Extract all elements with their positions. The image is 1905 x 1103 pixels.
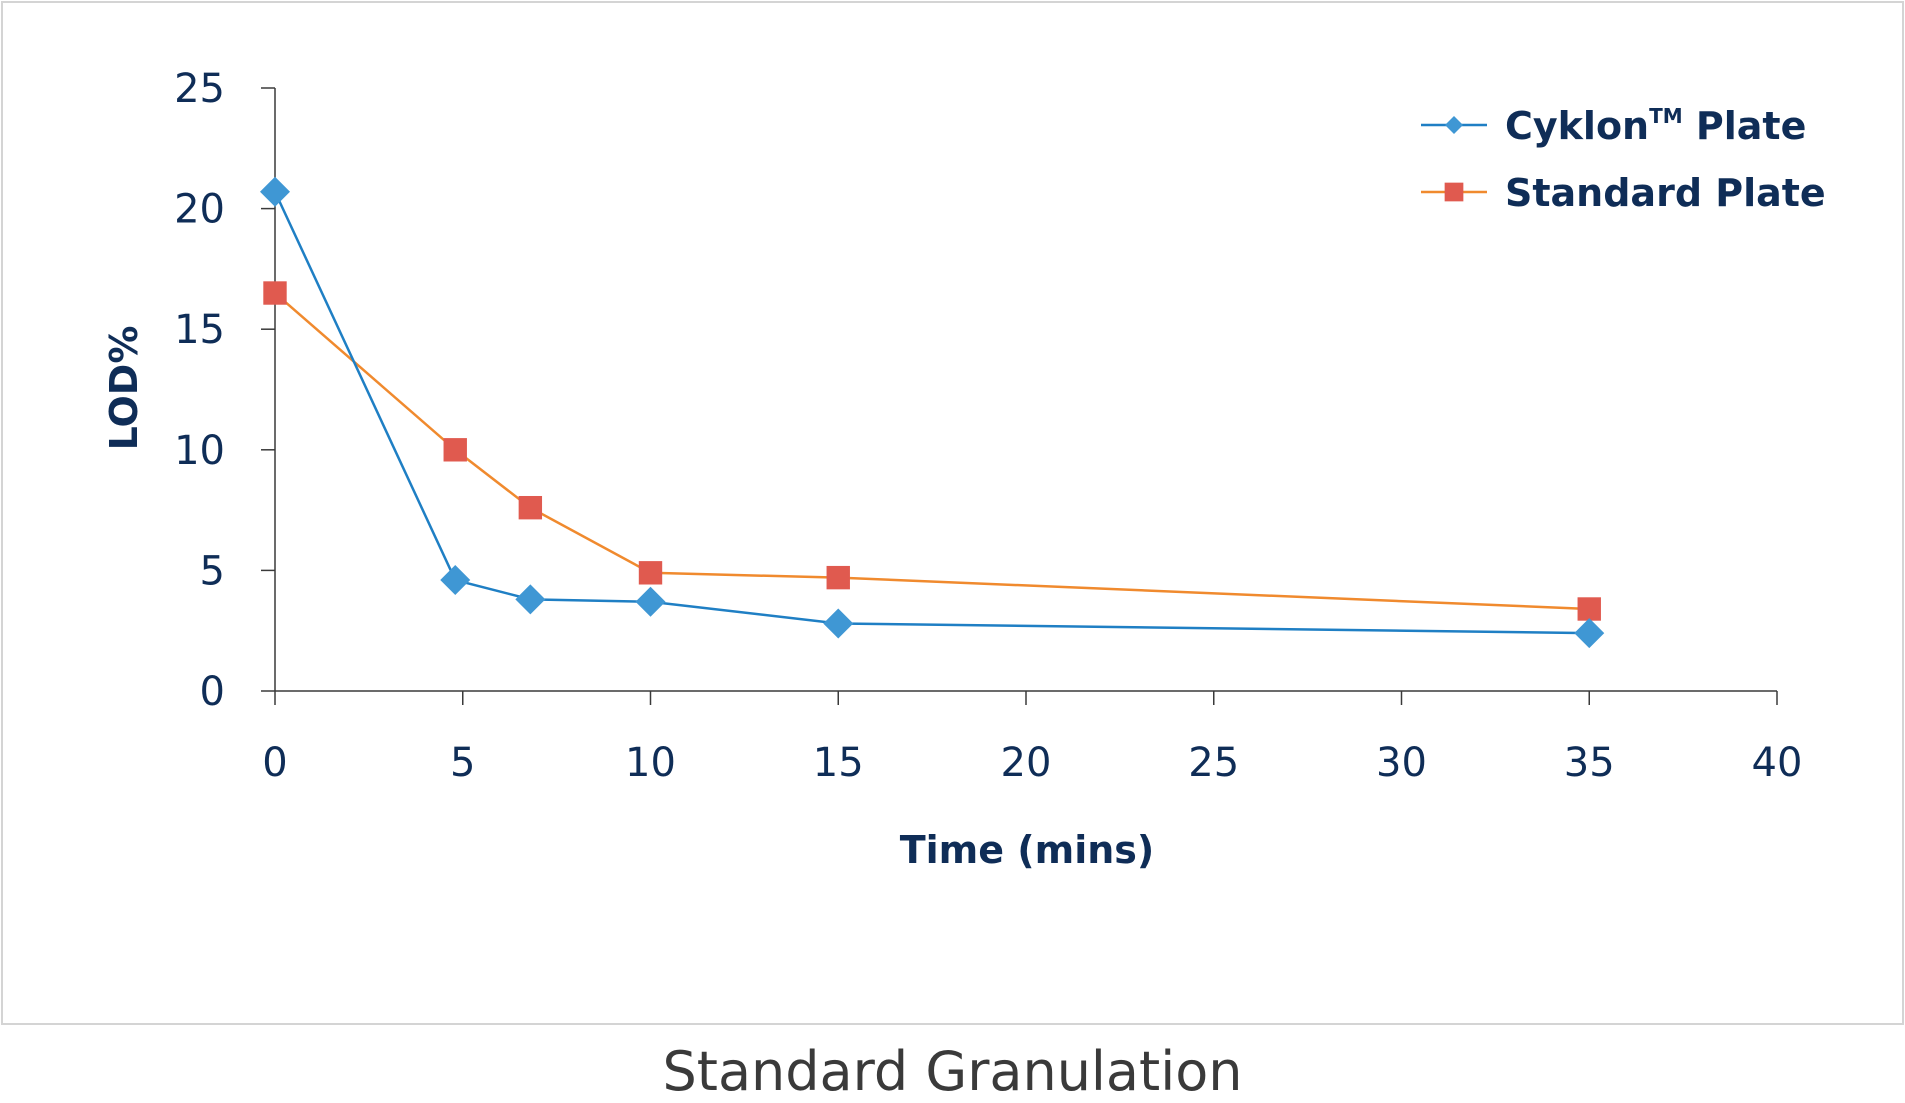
- data-point: [443, 438, 467, 462]
- chart-caption: Standard Granulation: [662, 1040, 1243, 1103]
- x-tick-label: 10: [625, 740, 676, 786]
- x-tick-label: 5: [450, 740, 475, 786]
- x-tick-label: 15: [813, 740, 864, 786]
- data-point: [826, 565, 850, 590]
- series-layer: [260, 176, 1605, 649]
- series-line: [273, 191, 1590, 635]
- y-tick-label: 15: [174, 307, 225, 353]
- y-tick-label: 10: [174, 428, 225, 474]
- series-1: [263, 281, 1601, 621]
- data-point: [518, 495, 543, 520]
- data-point: [1574, 618, 1605, 649]
- axes: 0 5 10 15 20 25 0 5 10 15 20 25 30 35 40: [174, 66, 1802, 786]
- y-axis-title: LOD%: [102, 326, 146, 451]
- legend-item-1: Standard Plate: [1421, 171, 1826, 215]
- legend-label: CyklonTM Plate: [1505, 104, 1806, 148]
- data-point: [638, 561, 663, 585]
- data-point: [263, 281, 287, 305]
- legend-marker: [1444, 182, 1464, 202]
- data-point: [635, 586, 666, 617]
- data-point: [515, 584, 546, 615]
- x-axis-title: Time (mins): [900, 828, 1155, 872]
- x-tick-label: 40: [1752, 740, 1803, 786]
- data-point: [823, 608, 854, 639]
- line-chart: 0 5 10 15 20 25 0 5 10 15 20 25 30 35 40 CyklonTM Plat…: [102, 66, 1826, 872]
- series-0: [260, 176, 1605, 649]
- y-tick-label: 25: [174, 66, 225, 112]
- x-tick-label: 20: [1001, 740, 1052, 786]
- legend: CyklonTM Plate Standard Plate: [1421, 104, 1826, 215]
- data-point: [440, 565, 471, 596]
- y-tick-label: 0: [200, 669, 225, 715]
- y-tick-label: 5: [200, 548, 225, 594]
- x-tick-label: 0: [262, 740, 287, 786]
- legend-label-name: Cyklon: [1505, 104, 1649, 148]
- legend-item-0: CyklonTM Plate: [1421, 104, 1806, 148]
- legend-marker: [1445, 116, 1463, 134]
- legend-label-suffix: Plate: [1683, 104, 1807, 148]
- chart-frame: 0 5 10 15 20 25 0 5 10 15 20 25 30 35 40 CyklonTM Plat…: [1, 1, 1904, 1025]
- series-line: [274, 292, 1590, 611]
- legend-label-superscript: TM: [1649, 104, 1683, 128]
- legend-label: Standard Plate: [1505, 171, 1826, 215]
- y-tick-label: 20: [174, 187, 225, 233]
- x-tick-label: 35: [1564, 740, 1615, 786]
- x-tick-label: 30: [1376, 740, 1427, 786]
- data-point: [1577, 597, 1601, 621]
- data-point: [260, 176, 290, 207]
- x-tick-label: 25: [1188, 740, 1239, 786]
